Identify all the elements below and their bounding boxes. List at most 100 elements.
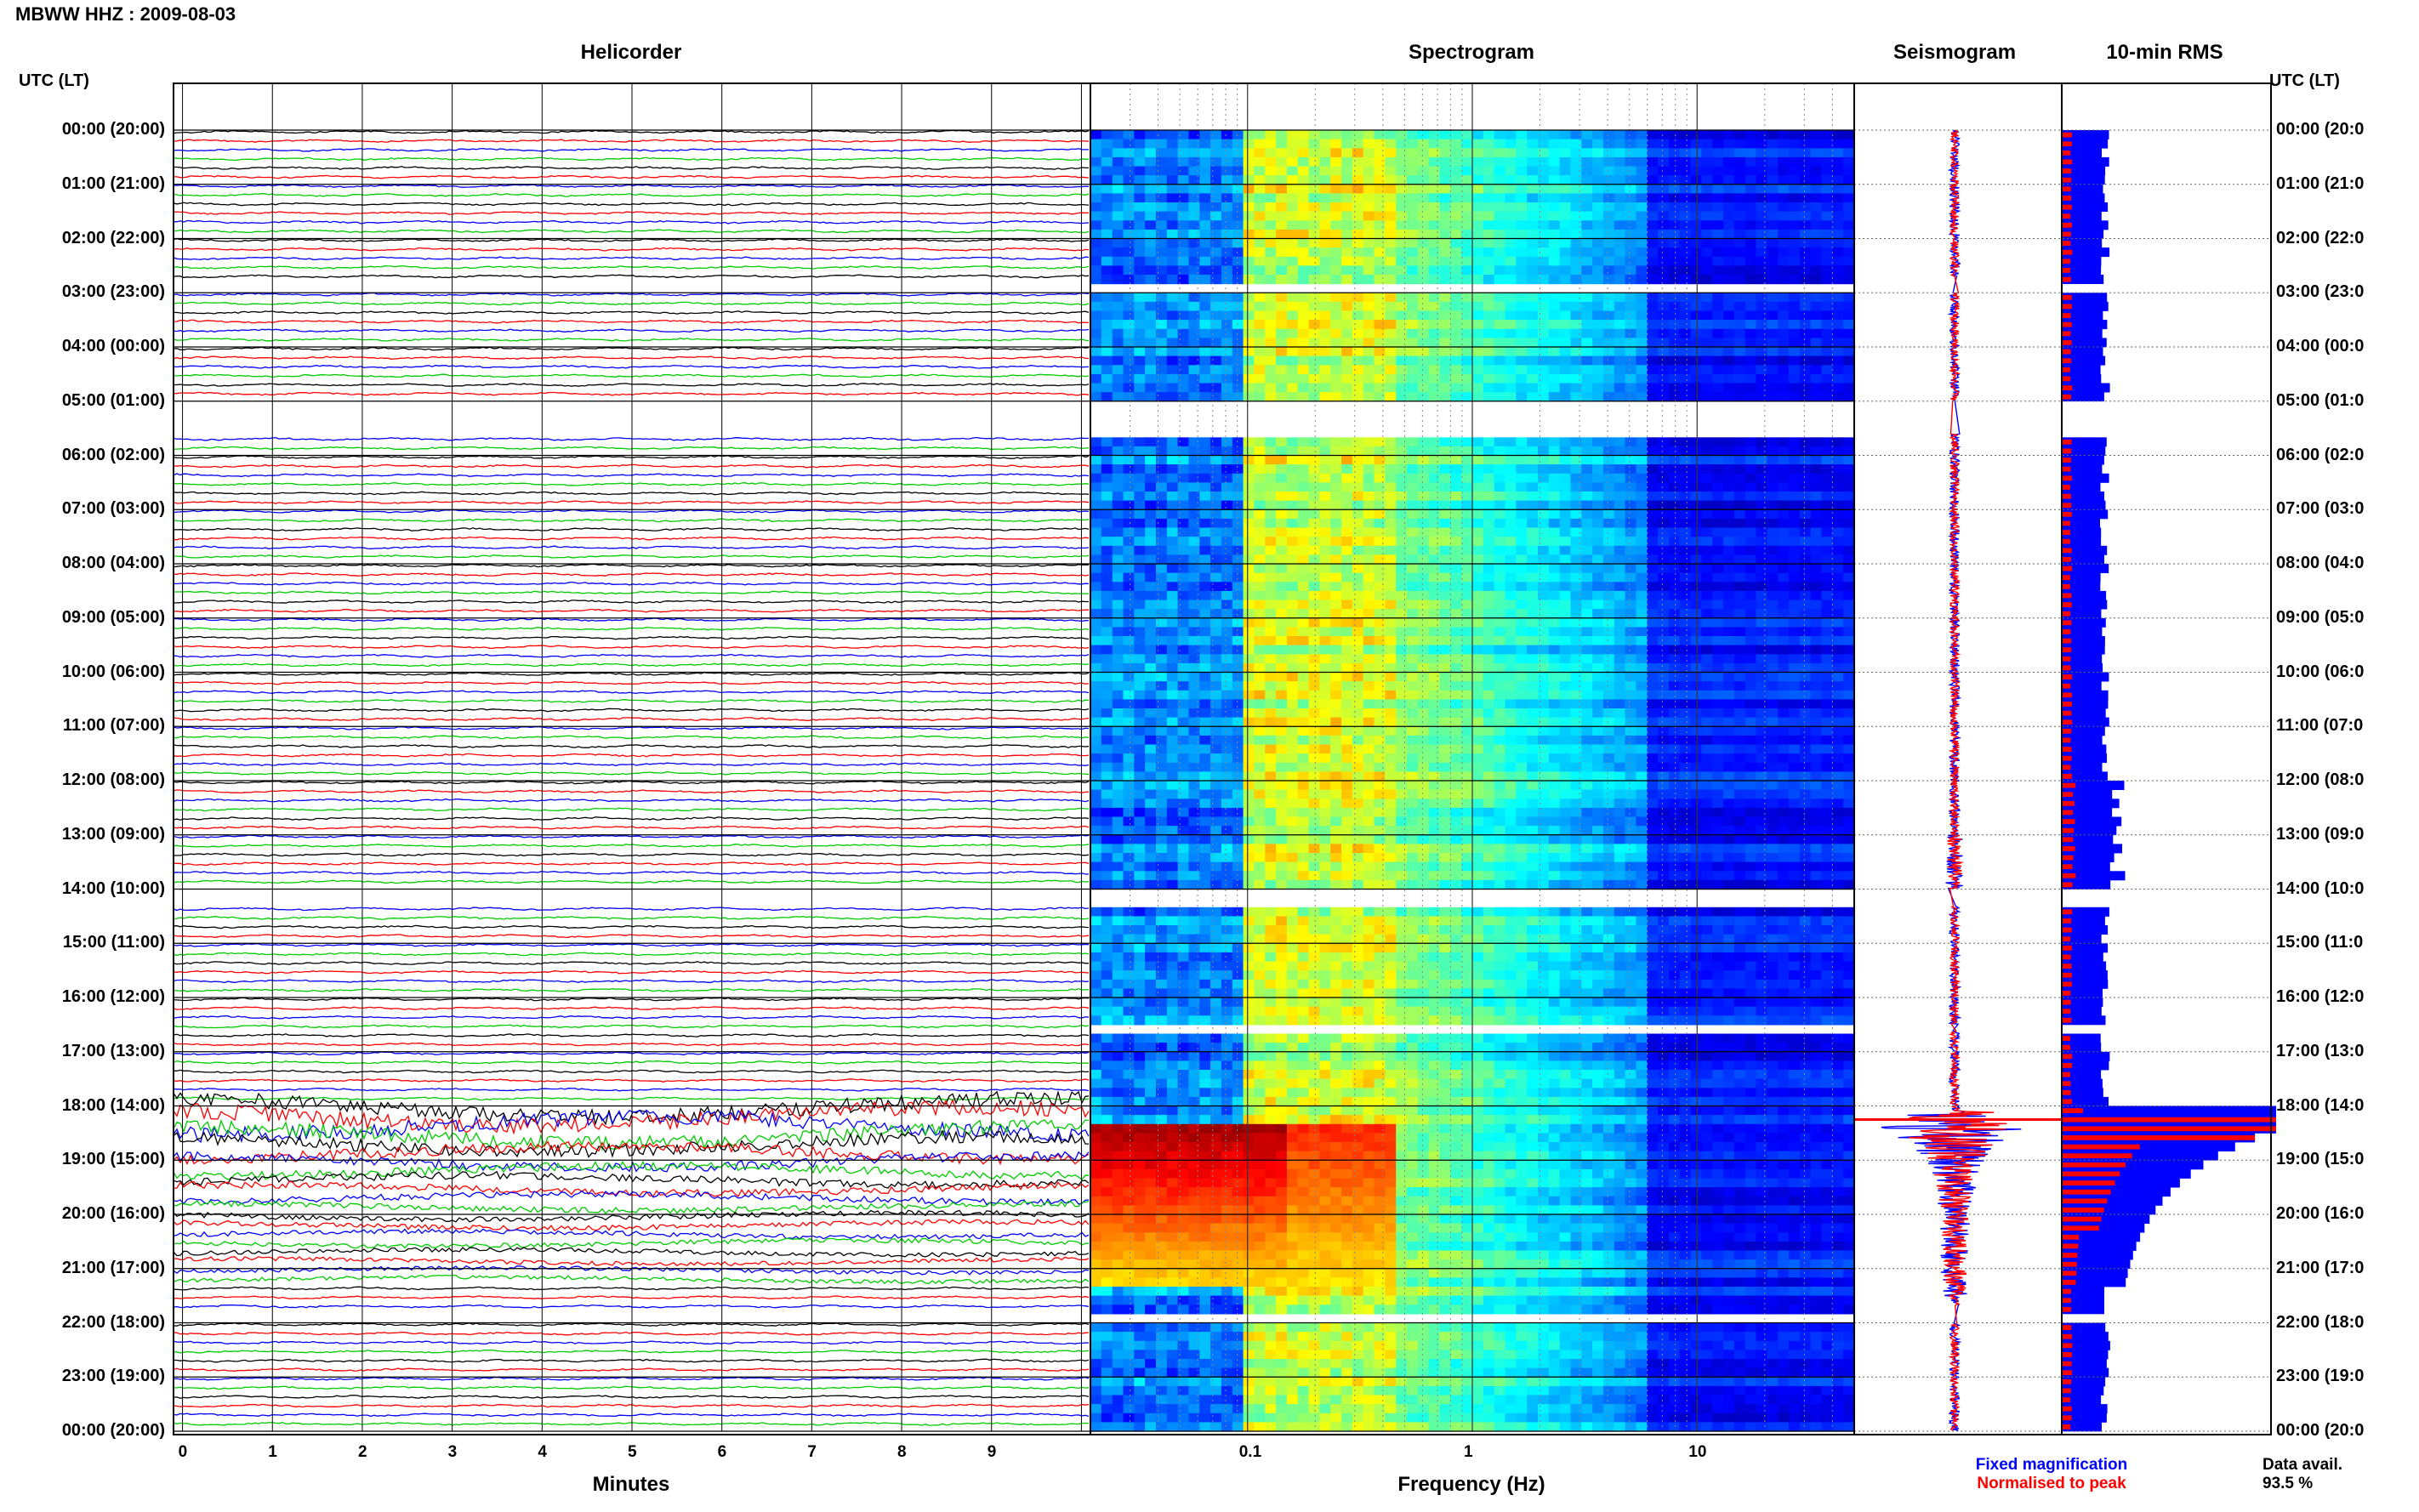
spectrogram-cell <box>1733 744 1746 754</box>
spectrogram-cell <box>1276 166 1288 176</box>
spectrogram-cell <box>1602 537 1615 547</box>
spectrogram-cell <box>1538 247 1550 258</box>
spectrogram-cell <box>1712 473 1724 483</box>
spectrogram-cell <box>1679 247 1692 258</box>
spectrogram-cell <box>1166 355 1179 366</box>
spectrogram-cell <box>1712 293 1724 303</box>
spectrogram-cell <box>1712 781 1724 791</box>
spectrogram-cell <box>1756 627 1767 637</box>
spectrogram-cell <box>1723 771 1735 782</box>
spectrogram-cell <box>1821 645 1833 655</box>
spectrogram-cell <box>1308 708 1320 719</box>
spectrogram-cell <box>1177 220 1189 230</box>
spectrogram-cell <box>1647 220 1659 230</box>
spectrogram-cell <box>1472 789 1484 799</box>
spectrogram-cell <box>1810 301 1823 312</box>
spectrogram-cell <box>1374 229 1386 240</box>
spectrogram-cell <box>1134 247 1146 258</box>
spectrogram-cell <box>1101 247 1113 258</box>
spectrogram-cell <box>1625 645 1636 655</box>
spectrogram-cell <box>1385 537 1397 547</box>
spectrogram-cell <box>1745 229 1757 240</box>
spectrogram-cell <box>1494 762 1506 772</box>
spectrogram-cell <box>1396 265 1408 276</box>
spectrogram-cell <box>1308 807 1320 818</box>
spectrogram-cell <box>1385 130 1397 140</box>
spectrogram-cell <box>1341 662 1353 674</box>
spectrogram-cell <box>1396 627 1408 637</box>
spectrogram-cell <box>1407 293 1419 303</box>
spectrogram-cell <box>1516 781 1528 791</box>
spectrogram-cell <box>1614 807 1626 818</box>
spectrogram-cell <box>1461 744 1473 754</box>
spectrogram-cell <box>1625 636 1636 646</box>
spectrogram-cell <box>1690 148 1702 158</box>
spectrogram-cell <box>1134 310 1146 321</box>
spectrogram-cell <box>1396 572 1408 583</box>
spectrogram-cell <box>1308 166 1320 176</box>
spectrogram-cell <box>1330 247 1342 258</box>
spectrogram-cell <box>1407 799 1419 809</box>
spectrogram-cell <box>1767 193 1779 203</box>
spectrogram-cell <box>1177 211 1189 221</box>
spectrogram-cell <box>1177 753 1189 764</box>
spectrogram-cell <box>1090 247 1102 258</box>
spectrogram-cell <box>1112 781 1124 791</box>
spectrogram-cell <box>1799 564 1812 574</box>
spectrogram-cell <box>1636 781 1648 791</box>
spectrogram-cell <box>1733 238 1746 248</box>
spectrogram-cell <box>1385 518 1397 529</box>
spectrogram-cell <box>1789 148 1801 158</box>
spectrogram-cell <box>1145 744 1157 754</box>
spectrogram-cell <box>1319 582 1331 592</box>
spectrogram-cell <box>1690 482 1702 492</box>
spectrogram-cell <box>1647 527 1659 537</box>
spectrogram-cell <box>1733 681 1746 691</box>
spectrogram-cell <box>1483 572 1495 583</box>
spectrogram-cell <box>1690 781 1702 791</box>
spectrogram-cell <box>1145 645 1157 655</box>
spectrogram-cell <box>1145 627 1157 637</box>
spectrogram-cell <box>1199 699 1211 709</box>
spectrogram-cell <box>1385 527 1397 537</box>
spectrogram-cell <box>1308 175 1320 185</box>
spectrogram-cell <box>1101 617 1113 628</box>
spectrogram-cell <box>1439 365 1451 375</box>
spectrogram-cell <box>1843 771 1855 782</box>
spectrogram-cell <box>1581 265 1593 276</box>
spectrogram-cell <box>1799 446 1812 457</box>
spectrogram-cell <box>1723 175 1735 185</box>
spectrogram-cell <box>1308 753 1320 764</box>
spectrogram-cell <box>1428 500 1441 510</box>
spectrogram-cell <box>1799 708 1812 719</box>
spectrogram-cell <box>1428 771 1441 782</box>
spectrogram-cell <box>1308 500 1320 510</box>
spectrogram-cell <box>1385 807 1397 818</box>
spectrogram-cell <box>1581 708 1593 719</box>
spectrogram-cell <box>1821 744 1833 754</box>
spectrogram-cell <box>1592 256 1604 266</box>
spectrogram-cell <box>1723 681 1735 691</box>
spectrogram-cell <box>1417 726 1430 736</box>
spectrogram-cell <box>1286 437 1299 447</box>
spectrogram-cell <box>1090 473 1102 483</box>
spectrogram-cell <box>1156 392 1168 402</box>
spectrogram-cell <box>1156 373 1168 384</box>
spectrogram-cell <box>1166 699 1179 709</box>
spectrogram-cell <box>1385 735 1397 746</box>
spectrogram-cell <box>1243 627 1255 637</box>
spectrogram-cell <box>1548 211 1561 221</box>
spectrogram-cell <box>1723 320 1735 330</box>
spectrogram-cell <box>1265 320 1277 330</box>
spectrogram-cell <box>1821 662 1833 674</box>
spectrogram-cell <box>1341 130 1353 140</box>
spectrogram-cell <box>1450 789 1462 799</box>
spectrogram-cell <box>1145 654 1157 664</box>
spectrogram-cell <box>1428 627 1441 637</box>
spectrogram-cell <box>1570 662 1582 674</box>
spectrogram-cell <box>1330 139 1342 149</box>
spectrogram-cell <box>1745 373 1757 384</box>
spectrogram-cell <box>1832 455 1844 465</box>
spectrogram-cell <box>1527 799 1539 809</box>
spectrogram-cell <box>1243 320 1255 330</box>
